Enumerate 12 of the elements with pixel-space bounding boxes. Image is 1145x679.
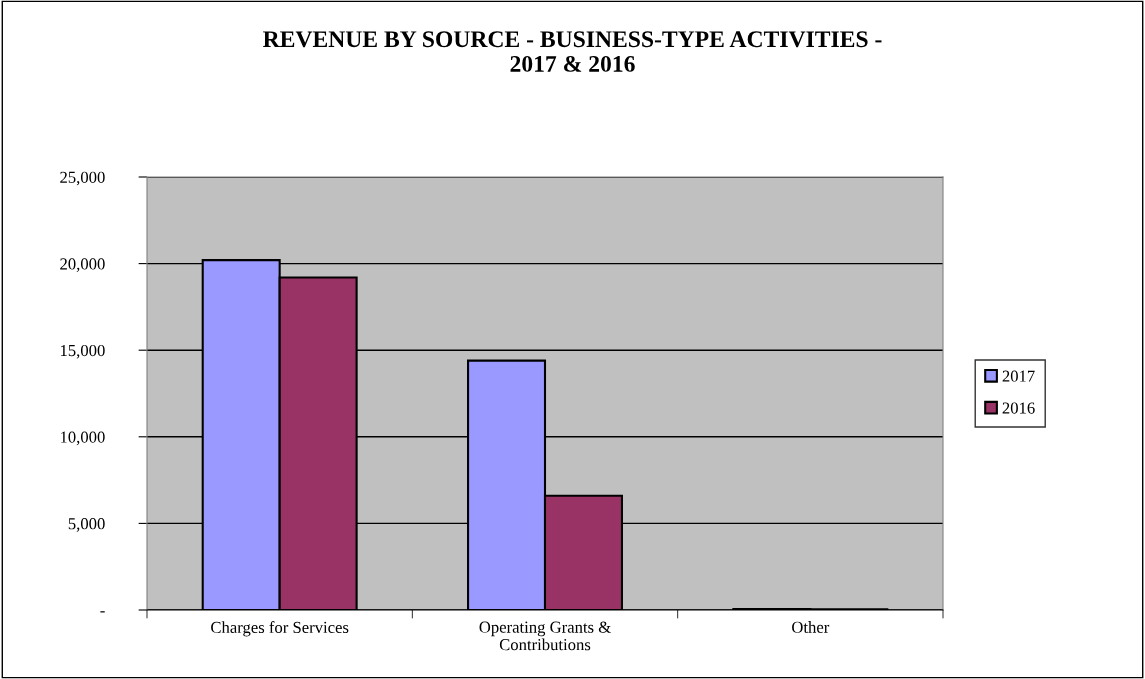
x-tick-label: Operating Grants & Contributions <box>479 621 611 651</box>
legend-label: 2016 <box>1002 402 1035 414</box>
y-tick-label: 15,000 <box>60 344 105 359</box>
legend-label: 2017 <box>1002 370 1035 382</box>
chart-title: REVENUE BY SOURCE - BUSINESS-TYPE ACTIVITIES - 2017 & 2016 <box>263 31 882 72</box>
x-tick-label: Other <box>792 621 830 633</box>
y-tick-label: - <box>100 611 105 613</box>
y-tick-label: 10,000 <box>60 431 105 446</box>
y-tick-label: 5,000 <box>68 518 105 532</box>
y-tick-label: 25,000 <box>60 171 105 186</box>
y-tick-label: 20,000 <box>60 258 105 272</box>
x-tick-label: Charges for Services <box>211 621 349 637</box>
